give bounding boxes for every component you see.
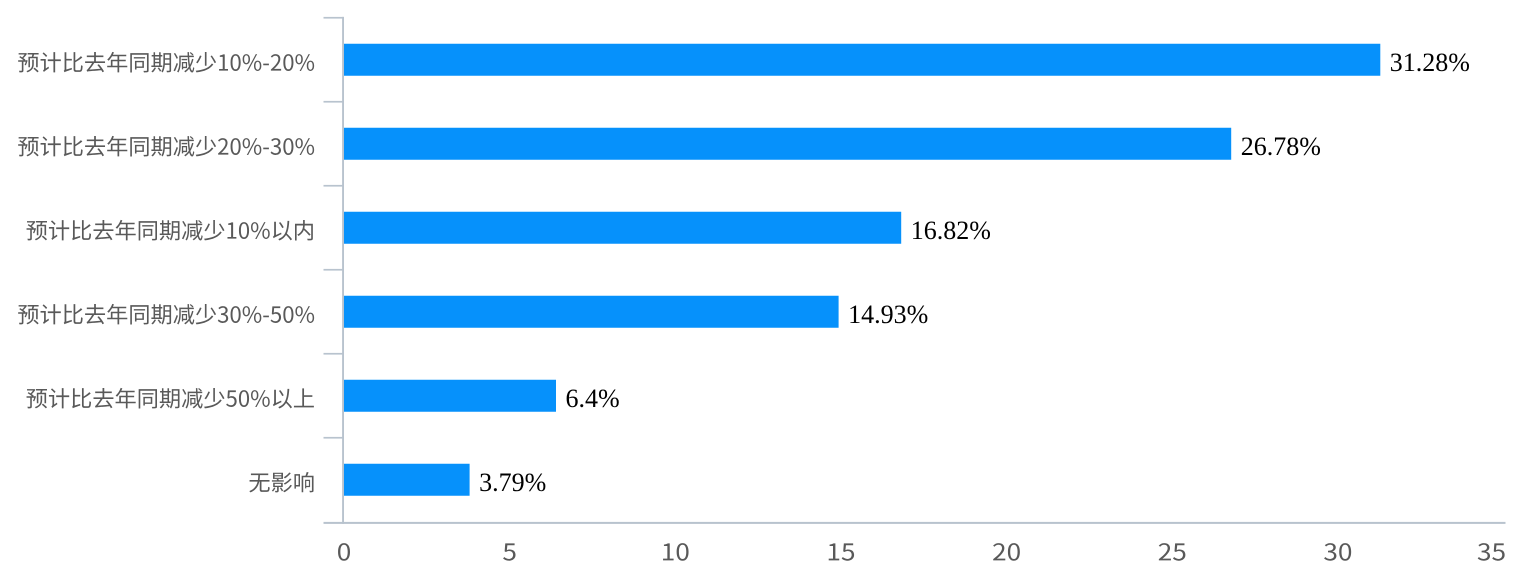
svg-text:3.79%: 3.79% — [479, 468, 546, 497]
svg-text:14.93%: 14.93% — [848, 300, 928, 329]
svg-text:26.78%: 26.78% — [1241, 132, 1321, 161]
svg-text:6.4%: 6.4% — [566, 384, 620, 413]
svg-text:16.82%: 16.82% — [911, 216, 991, 245]
svg-text:31.28%: 31.28% — [1390, 48, 1470, 77]
